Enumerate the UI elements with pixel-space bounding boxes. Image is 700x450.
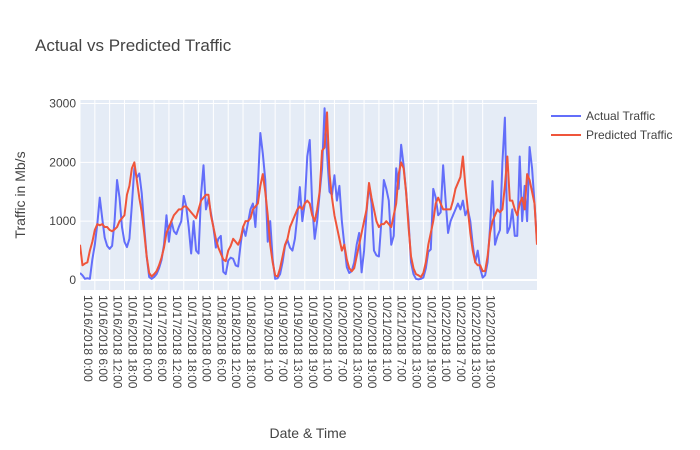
x-tick-label: 10/16/2018 0:00 (81, 295, 95, 382)
x-tick-label: 10/22/2018 13:00 (469, 295, 483, 389)
legend[interactable]: Actual Traffic Predicted Traffic (551, 109, 672, 142)
x-tick-label: 10/19/2018 7:00 (276, 295, 290, 382)
x-tick-label: 10/22/2018 7:00 (454, 295, 468, 382)
chart-title: Actual vs Predicted Traffic (35, 36, 232, 55)
x-tick-label: 10/17/2018 6:00 (155, 295, 169, 382)
x-tick-label: 10/18/2018 6:00 (214, 295, 228, 382)
x-tick-label: 10/18/2018 12:00 (229, 295, 243, 389)
x-tick-label: 10/21/2018 19:00 (424, 295, 438, 389)
plot-area (80, 100, 537, 290)
legend-label-predicted-traffic[interactable]: Predicted Traffic (586, 128, 672, 142)
series-lines[interactable] (80, 107, 537, 281)
x-tick-label: 10/18/2018 18:00 (244, 295, 258, 389)
x-tick-labels: 10/16/2018 0:00 10/16/2018 6:00 10/16/2018… (81, 295, 498, 389)
x-tick-label: 10/16/2018 18:00 (125, 295, 139, 389)
x-tick-label: 10/20/2018 19:00 (365, 295, 379, 389)
legend-label-actual-traffic[interactable]: Actual Traffic (586, 109, 655, 123)
series-line-actual-traffic[interactable] (80, 107, 537, 281)
x-tick-label: 10/19/2018 19:00 (306, 295, 320, 389)
x-tick-label: 10/19/2018 13:00 (291, 295, 305, 389)
x-tick-label: 10/22/2018 19:00 (484, 295, 498, 389)
x-tick-label: 10/17/2018 18:00 (185, 295, 199, 389)
x-tick-label: 10/21/2018 7:00 (395, 295, 409, 382)
x-tick-label: 10/20/2018 1:00 (321, 295, 335, 382)
x-tick-label: 10/17/2018 0:00 (140, 295, 154, 382)
series-line-predicted-traffic[interactable] (80, 111, 537, 279)
y-tick-labels: 0 1000 2000 3000 (49, 97, 76, 287)
x-tick-label: 10/16/2018 12:00 (111, 295, 125, 389)
x-tick-label: 10/18/2018 0:00 (200, 295, 214, 382)
y-tick-label: 1000 (49, 214, 76, 228)
x-tick-label: 10/21/2018 13:00 (410, 295, 424, 389)
x-tick-label: 10/17/2018 12:00 (170, 295, 184, 389)
x-tick-label: 10/22/2018 1:00 (439, 295, 453, 382)
x-tick-label: 10/16/2018 6:00 (96, 295, 110, 382)
y-axis-title: Traffic in Mb/s (12, 151, 28, 238)
y-tick-label: 0 (69, 273, 76, 287)
y-tick-label: 3000 (49, 97, 76, 111)
x-tick-label: 10/21/2018 1:00 (380, 295, 394, 382)
x-tick-label: 10/20/2018 13:00 (350, 295, 364, 389)
x-axis-title: Date & Time (269, 425, 346, 441)
y-tick-label: 2000 (49, 155, 76, 169)
x-tick-label: 10/19/2018 1:00 (261, 295, 275, 382)
x-tick-label: 10/20/2018 7:00 (335, 295, 349, 382)
